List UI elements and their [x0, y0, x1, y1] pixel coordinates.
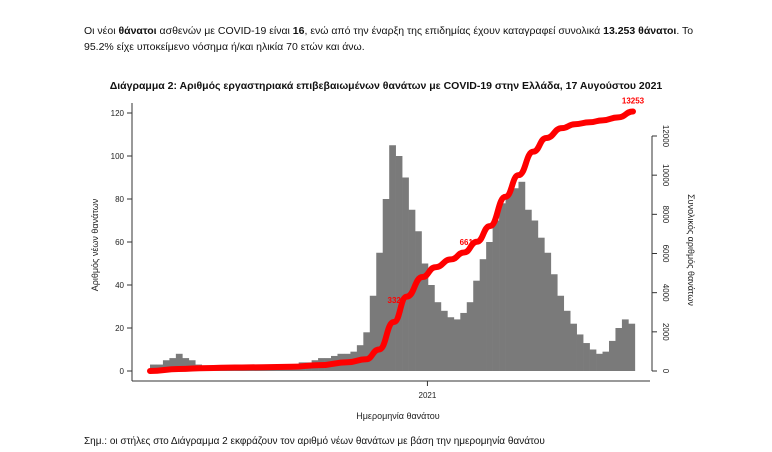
bar: [395, 156, 403, 371]
bar: [550, 274, 558, 371]
intro-text: ασθενών με COVID-19 είναι: [156, 25, 293, 37]
bar: [570, 323, 577, 371]
bar: [389, 145, 396, 371]
y-tick-label: 0: [120, 367, 125, 376]
intro-bold-total-deaths: 13.253 θάνατοι: [603, 25, 677, 37]
y-tick-label: 80: [115, 195, 124, 204]
y-axis-label: Αριθμός νέων θανάτων: [90, 198, 100, 291]
bar: [453, 319, 461, 371]
bar: [479, 259, 487, 371]
chart-title: Διάγραμμα 2: Αριθμός εργαστηριακά επιβεβ…: [109, 80, 663, 92]
bar: [182, 358, 190, 371]
cumulative-label: 661: [460, 238, 474, 247]
bar: [608, 340, 616, 371]
bar: [537, 237, 545, 371]
bar: [544, 252, 552, 371]
bar: [402, 177, 409, 371]
bar: [596, 353, 603, 371]
y2-axis-label: Συνολικός αριθμός θανάτων: [686, 194, 696, 306]
x-tick-label: 2021: [419, 391, 437, 400]
y2-tick-label: 6000: [661, 245, 670, 263]
bar: [466, 302, 474, 371]
intro-bold-new-deaths: 16: [292, 25, 305, 37]
bar: [576, 334, 584, 371]
y-tick-label: 120: [111, 109, 125, 118]
y2-tick-label: 2000: [661, 323, 670, 341]
y2-tick-label: 12000: [661, 125, 670, 148]
bar: [460, 312, 468, 371]
bar: [382, 199, 390, 371]
intro-text: . Το 95.2% είχε υποκείμενο νόσημα ή/και …: [84, 25, 694, 53]
cumulative-label: 13253: [622, 96, 645, 105]
bar: [447, 317, 455, 371]
y2-tick-label: 8000: [661, 205, 670, 223]
y-tick-label: 40: [115, 281, 124, 290]
bar: [583, 343, 590, 371]
bar: [505, 194, 513, 371]
bar: [369, 295, 377, 371]
bar: [499, 203, 506, 371]
intro-text: Οι νέοι: [84, 25, 119, 37]
bar: [150, 364, 157, 371]
bar: [427, 285, 435, 371]
intro-paragraph: Οι νέοι θάνατοι ασθενών με COVID-19 είνα…: [84, 23, 724, 55]
bar: [621, 319, 629, 371]
y2-tick-label: 10000: [661, 164, 670, 187]
bar: [512, 188, 519, 371]
y2-tick-label: 4000: [661, 284, 670, 302]
bar: [524, 209, 532, 371]
bar: [628, 323, 636, 371]
bar: [169, 358, 177, 371]
y2-tick-label: 0: [661, 369, 670, 374]
bar: [589, 349, 597, 371]
x-axis-label: Ημερομηνία θανάτου: [356, 411, 440, 421]
bar: [518, 181, 526, 371]
bar: [531, 220, 539, 371]
bar: [492, 220, 500, 371]
cumulative-label: 332: [388, 296, 402, 305]
cumulative-line: [147, 108, 636, 374]
bar: [434, 302, 442, 371]
y-tick-label: 20: [115, 324, 124, 333]
bar: [486, 242, 493, 371]
bar: [602, 351, 610, 371]
bar: [615, 328, 623, 371]
intro-text: , ενώ από την έναρξη της επιδημίας έχουν…: [304, 25, 604, 37]
bar: [415, 231, 422, 371]
bar: [440, 310, 448, 371]
bar: [363, 332, 371, 371]
bar: [557, 295, 565, 371]
bar: [376, 252, 384, 371]
bar: [473, 280, 480, 371]
bar: [162, 360, 170, 371]
chart-note: Σημ.: οι στήλες στο Διάγραμμα 2 εκφράζου…: [84, 436, 545, 447]
y-tick-label: 60: [115, 238, 124, 247]
bar: [175, 353, 183, 371]
intro-bold-deaths: θάνατοι: [118, 25, 157, 37]
bar: [563, 310, 571, 371]
bar: [421, 263, 429, 371]
y-tick-label: 100: [111, 152, 125, 161]
